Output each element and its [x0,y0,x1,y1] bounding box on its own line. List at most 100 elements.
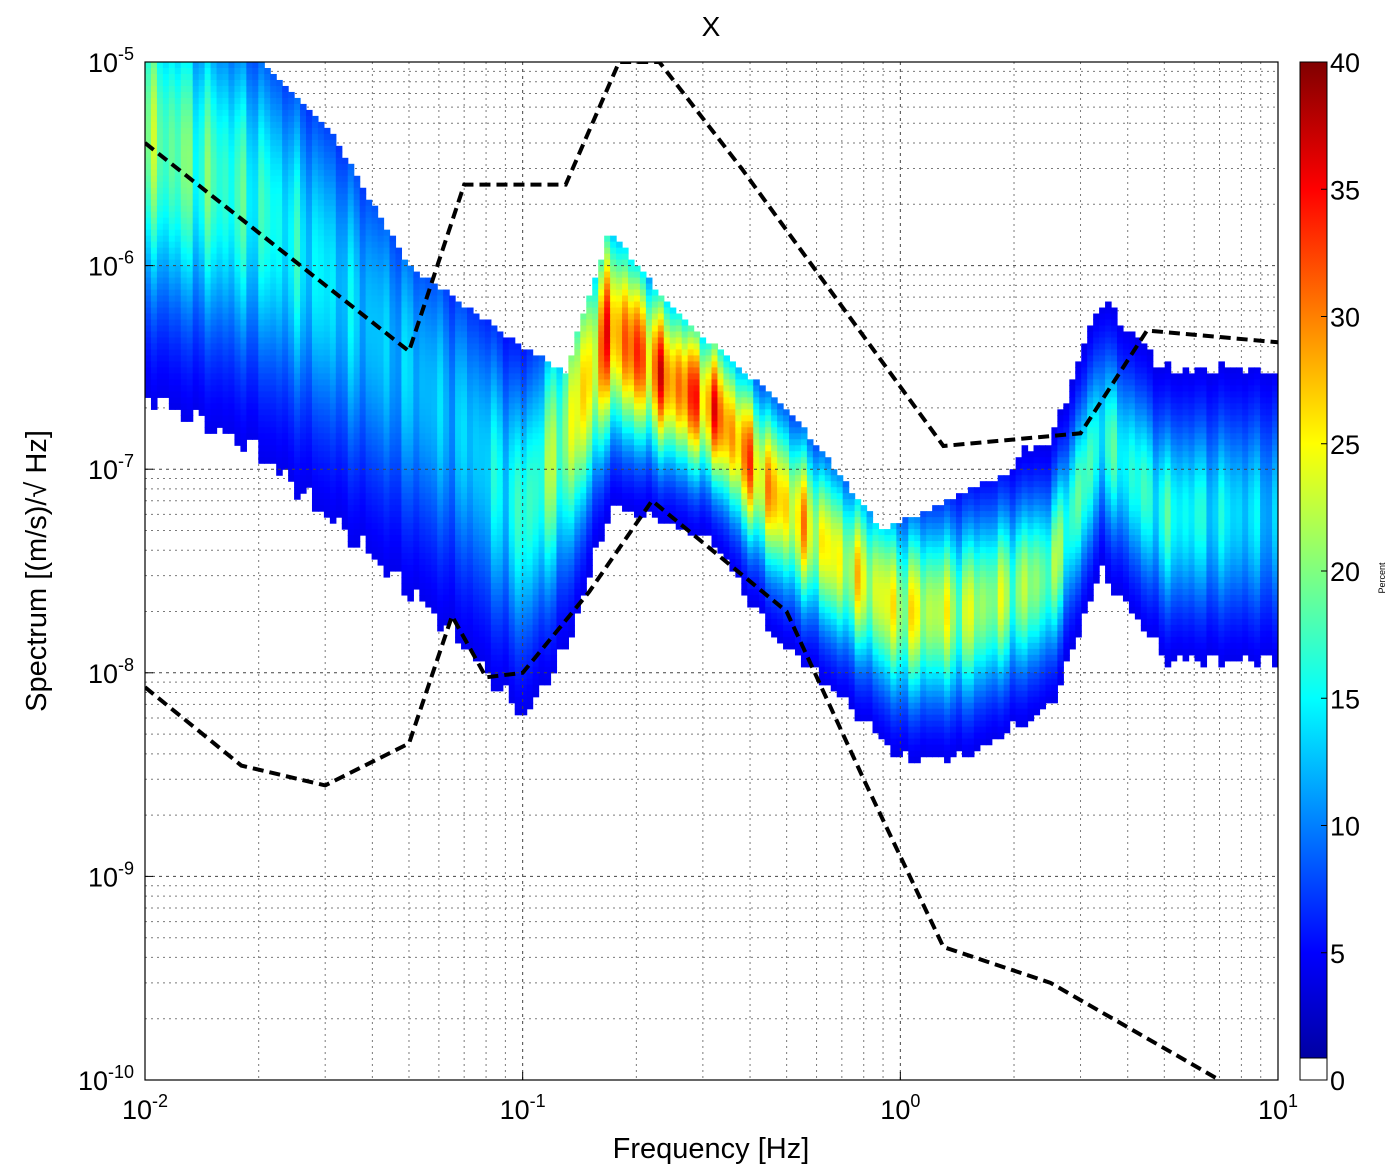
density-cell [163,337,170,344]
density-cell [592,314,599,321]
density-cell [378,451,385,458]
density-cell [485,517,492,524]
density-cell [395,308,402,315]
density-cell [360,487,367,494]
density-cell [616,242,623,249]
density-cell [527,601,534,608]
density-cell [228,427,235,434]
density-cell [545,565,552,572]
density-cell [372,475,379,482]
density-cell [366,367,373,374]
density-cell [610,457,617,464]
density-cell [479,343,486,350]
density-cell [330,176,337,183]
density-cell [360,427,367,434]
density-cell [175,314,182,321]
density-cell [240,248,247,255]
density-cell [169,206,176,213]
density-cell [240,254,247,261]
density-cell [479,469,486,476]
density-cell [282,218,289,225]
density-cell [533,595,540,602]
density-cell [246,182,253,189]
density-cell [562,577,569,584]
density-cell [264,218,271,225]
density-cell [497,637,504,644]
density-cell [550,367,557,374]
density-cell [330,152,337,159]
density-cell [330,266,337,273]
density-cell [228,122,235,129]
density-cell [586,361,593,368]
density-cell [288,469,295,476]
density-cell [539,517,546,524]
density-cell [407,511,414,518]
density-cell [306,319,313,326]
density-cell [431,517,438,524]
density-cell [479,571,486,578]
density-cell [640,493,647,500]
density-cell [354,535,361,542]
density-cell [354,439,361,446]
density-cell [652,343,659,350]
density-cell [652,481,659,488]
density-cell [163,212,170,219]
density-cell [467,355,474,362]
density-cell [205,170,212,177]
density-cell [211,164,218,171]
density-cell [324,373,331,380]
density-cell [217,391,224,398]
density-cell [348,254,355,261]
density-cell [312,146,319,153]
density-cell [562,631,569,638]
density-cell [181,230,188,237]
density-cell [479,379,486,386]
density-cell [354,236,361,243]
density-cell [378,230,385,237]
density-cell [580,337,587,344]
density-cell [515,487,522,494]
density-cell [592,308,599,315]
density-cell [240,170,247,177]
density-cell [503,421,510,428]
density-cell [491,367,498,374]
density-cell [288,325,295,332]
density-cell [205,68,212,75]
density-cell [318,314,325,321]
density-cell [336,266,343,273]
density-cell [407,278,414,285]
density-cell [217,182,224,189]
density-cell [187,206,194,213]
density-cell [479,403,486,410]
density-cell [306,182,313,189]
density-cell [586,439,593,446]
density-cell [395,248,402,255]
density-cell [175,146,182,153]
density-cell [539,679,546,686]
density-cell [640,409,647,416]
density-cell [306,343,313,350]
density-cell [604,499,611,506]
density-cell [294,242,301,249]
density-cell [455,631,462,638]
density-cell [234,367,241,374]
density-cell [592,319,599,326]
density-cell [515,421,522,428]
density-cell [312,457,319,464]
density-cell [652,290,659,297]
density-cell [550,649,557,656]
density-cell [306,128,313,135]
density-cell [503,679,510,686]
density-cell [467,439,474,446]
density-cell [401,529,408,536]
density-cell [282,266,289,273]
density-cell [264,164,271,171]
density-cell [187,200,194,207]
density-cell [628,487,635,494]
density-cell [342,427,349,434]
density-cell [592,278,599,285]
density-cell [258,373,265,380]
density-cell [246,248,253,255]
density-cell [604,343,611,350]
density-cell [240,325,247,332]
